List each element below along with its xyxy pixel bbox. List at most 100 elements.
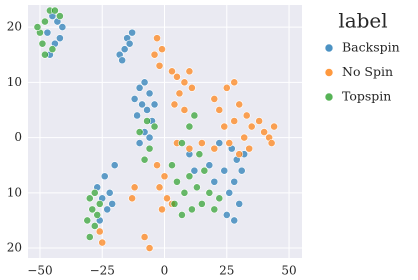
point xyxy=(210,205,219,214)
point xyxy=(33,23,42,31)
point xyxy=(143,117,151,125)
point xyxy=(150,122,159,131)
point xyxy=(190,166,199,175)
point xyxy=(140,78,149,87)
point xyxy=(163,194,171,203)
point xyxy=(215,139,224,148)
y-tick-label: 0 xyxy=(14,130,22,144)
point xyxy=(51,6,59,15)
point xyxy=(38,39,47,48)
y-tick-label: 20 xyxy=(7,20,22,34)
point xyxy=(135,139,144,148)
point xyxy=(140,155,149,164)
point xyxy=(158,205,166,214)
point xyxy=(200,166,209,175)
point xyxy=(95,199,104,208)
point xyxy=(178,211,186,219)
point xyxy=(98,238,107,247)
point xyxy=(235,199,244,208)
point xyxy=(155,61,164,70)
point xyxy=(247,122,256,131)
point xyxy=(230,216,239,225)
point xyxy=(170,100,179,109)
point xyxy=(225,139,234,148)
point xyxy=(58,23,67,31)
point xyxy=(235,100,244,109)
x-tick-label: −25 xyxy=(90,264,115,278)
legend-marker xyxy=(324,43,334,53)
y-tick-label: 10 xyxy=(7,75,22,89)
point xyxy=(197,199,206,208)
point xyxy=(55,34,64,43)
legend-label: Backspin xyxy=(342,40,400,55)
point xyxy=(185,144,194,153)
point xyxy=(133,111,142,120)
point xyxy=(85,194,94,203)
point xyxy=(188,205,196,214)
point xyxy=(188,83,196,92)
point xyxy=(235,150,244,159)
point xyxy=(120,45,129,54)
y-tick-label: 10 xyxy=(7,185,22,199)
point xyxy=(195,150,204,159)
point xyxy=(143,106,151,114)
point xyxy=(150,50,159,59)
point xyxy=(118,56,127,65)
point xyxy=(130,95,139,103)
point xyxy=(180,78,189,87)
point xyxy=(160,172,169,181)
point xyxy=(270,122,279,131)
point xyxy=(173,72,181,81)
point xyxy=(222,211,231,219)
point xyxy=(128,28,137,37)
point xyxy=(158,45,166,54)
point xyxy=(237,166,246,175)
point xyxy=(48,45,57,54)
point xyxy=(155,183,164,192)
point xyxy=(90,222,99,230)
point xyxy=(245,144,254,153)
point xyxy=(215,194,224,203)
point xyxy=(108,199,117,208)
point xyxy=(100,172,109,181)
point xyxy=(225,188,234,197)
point xyxy=(210,177,219,186)
point xyxy=(255,117,264,125)
x-tick-label: 25 xyxy=(219,264,234,278)
point xyxy=(145,244,154,252)
point xyxy=(215,106,224,114)
point xyxy=(41,50,49,59)
point xyxy=(130,183,139,192)
point xyxy=(175,89,184,98)
point xyxy=(110,161,119,170)
point xyxy=(185,172,194,181)
point xyxy=(267,139,276,148)
point xyxy=(168,67,176,76)
point xyxy=(103,205,112,214)
point xyxy=(95,227,104,236)
point xyxy=(135,128,144,136)
point xyxy=(192,183,201,192)
point xyxy=(260,128,269,136)
point xyxy=(55,12,64,20)
point xyxy=(190,111,199,120)
x-tick-label: 0 xyxy=(161,264,169,278)
x-tick-label: −50 xyxy=(27,264,52,278)
point xyxy=(138,100,146,109)
point xyxy=(242,111,251,120)
legend-title: label xyxy=(338,9,387,33)
point xyxy=(230,78,239,87)
point xyxy=(153,161,161,170)
x-tick-label: 50 xyxy=(281,264,296,278)
point xyxy=(128,194,137,203)
point xyxy=(230,117,239,125)
point xyxy=(88,205,97,214)
legend-marker xyxy=(324,92,334,102)
point xyxy=(210,95,219,103)
point xyxy=(85,233,94,241)
point xyxy=(125,39,134,48)
point xyxy=(145,89,154,98)
point xyxy=(41,17,49,26)
legend-marker xyxy=(324,68,334,77)
